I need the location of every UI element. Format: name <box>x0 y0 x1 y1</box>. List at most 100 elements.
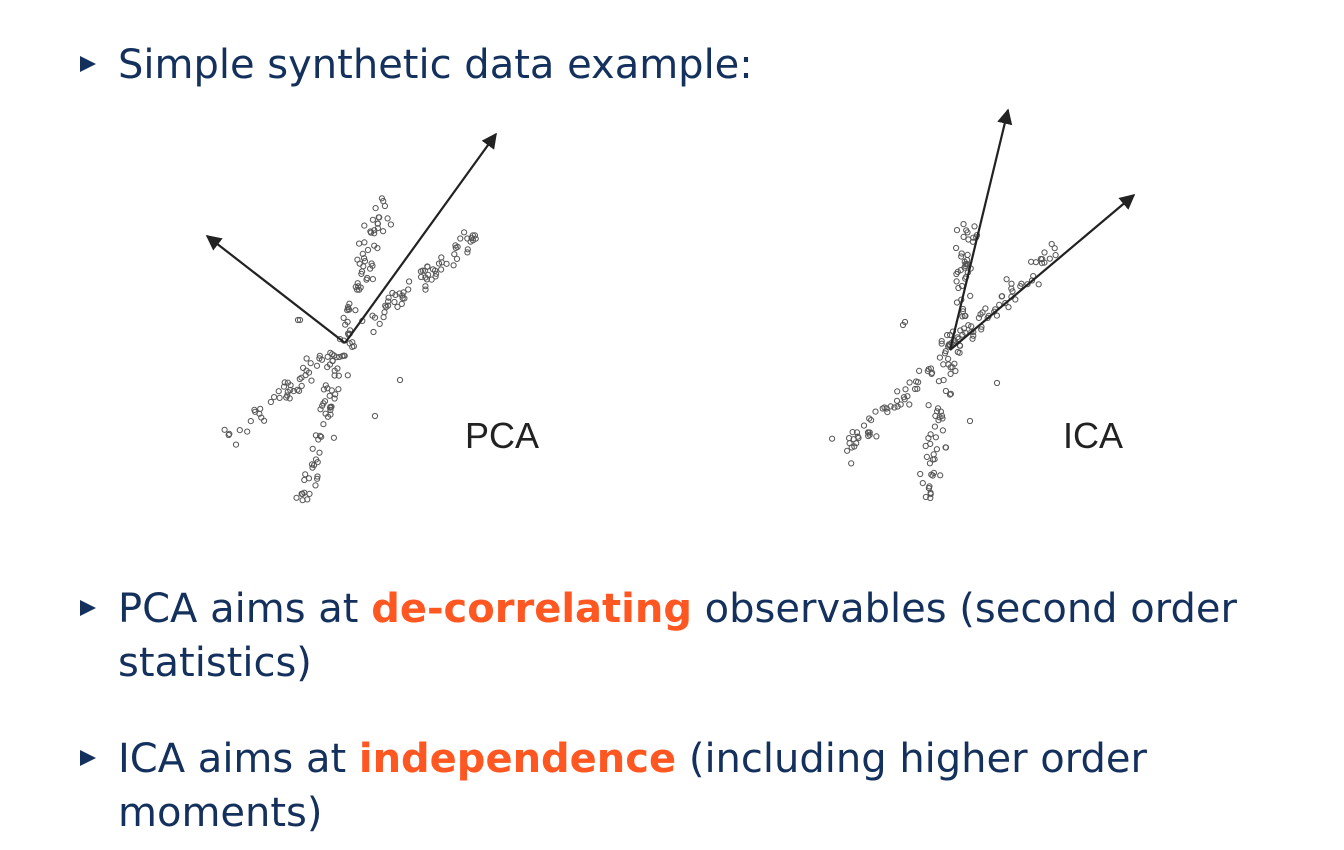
pca-point <box>329 357 336 364</box>
pca-point <box>251 406 258 413</box>
pca-point <box>317 432 324 439</box>
ica-point <box>954 268 961 275</box>
ica-point <box>860 422 868 429</box>
pca-point <box>303 355 310 362</box>
ica-label: ICA <box>1063 415 1123 456</box>
pca-point <box>296 316 304 324</box>
ica-point <box>958 253 965 260</box>
pca-point <box>350 343 357 350</box>
ica-point <box>936 414 943 421</box>
ica-point <box>1032 259 1040 266</box>
ica-point <box>947 370 954 377</box>
ica-point <box>965 322 972 329</box>
pca-point <box>301 476 308 484</box>
pca-point <box>363 276 370 283</box>
ica-point <box>979 309 986 316</box>
pca-point <box>399 292 406 299</box>
ica-point <box>944 332 951 339</box>
pca-point <box>298 382 305 389</box>
pca-point <box>380 228 387 235</box>
pca-point <box>438 254 445 261</box>
pca-point <box>286 395 293 402</box>
pca-point <box>361 239 368 246</box>
pca-point <box>354 280 361 287</box>
pca-point <box>275 388 282 395</box>
ica-point <box>953 244 960 252</box>
ica-point <box>913 378 920 385</box>
pca-point <box>381 309 388 316</box>
pca-point <box>332 391 339 398</box>
pca-point <box>385 294 392 301</box>
bullet-2-highlight: de-correlating <box>371 586 692 632</box>
ica-point <box>883 405 890 412</box>
pca-point <box>302 471 309 478</box>
ica-point <box>917 470 924 478</box>
pca-point <box>309 464 316 471</box>
pca-point <box>357 284 364 291</box>
pca-point <box>367 265 374 272</box>
ica-point <box>953 227 961 234</box>
pca-point <box>398 300 405 307</box>
pca-point <box>308 377 315 384</box>
ica-point <box>954 348 961 356</box>
pca-point <box>344 372 351 379</box>
ica-point <box>993 312 1001 319</box>
bullet-3-highlight: independence <box>358 736 677 782</box>
ica-point <box>942 444 950 451</box>
pca-point <box>432 267 439 274</box>
pca-point <box>281 379 288 386</box>
pca-point <box>438 266 445 273</box>
ica-point <box>923 453 931 460</box>
bullet-3-text: ICA aims at independence (including high… <box>118 732 1280 840</box>
pca-point <box>328 403 335 410</box>
pca-point <box>313 362 321 369</box>
ica-point <box>928 471 935 478</box>
ica-point <box>1052 252 1059 259</box>
ica-point <box>846 435 853 442</box>
ica-point <box>930 451 937 458</box>
ica-point <box>977 311 984 318</box>
pca-point <box>418 273 425 281</box>
pca-point <box>424 263 431 270</box>
pca-point <box>371 230 378 237</box>
pca-point <box>236 427 243 434</box>
pca-point <box>383 304 390 311</box>
ica-point <box>1012 296 1019 303</box>
pca-point <box>433 270 440 277</box>
ica-point <box>935 417 942 424</box>
pca-point <box>394 303 401 310</box>
pca-point <box>316 449 323 456</box>
ica-point <box>872 408 879 415</box>
pca-point <box>374 220 381 227</box>
pca-point <box>309 445 316 452</box>
pca-point <box>453 255 461 262</box>
ica-point <box>854 433 861 440</box>
pca-point <box>312 432 319 439</box>
pca-point <box>396 376 404 384</box>
pca-point <box>320 400 327 407</box>
pca-point <box>318 356 326 363</box>
pca-point <box>464 235 471 242</box>
ica-point <box>975 314 983 321</box>
bullet-3-post: (including higher order moments) <box>118 736 1147 836</box>
ica-point <box>927 365 935 372</box>
pca-point <box>327 404 334 411</box>
ica-point <box>959 313 966 320</box>
pca-point <box>261 417 268 424</box>
ica-point <box>902 386 909 393</box>
ica-point <box>1048 240 1055 248</box>
ica-point <box>935 378 943 385</box>
ica-point <box>848 444 855 451</box>
ica-point <box>966 417 974 425</box>
ica-point <box>848 460 855 467</box>
pca-point <box>280 383 288 390</box>
pca-point <box>247 418 254 425</box>
ica-point <box>906 379 913 386</box>
ica-point <box>901 318 909 326</box>
ica-point <box>893 397 901 404</box>
ica-point <box>1037 255 1045 263</box>
pca-point <box>333 354 340 361</box>
ica-point <box>939 427 947 434</box>
pca-point <box>375 214 382 221</box>
ica-point <box>865 432 872 440</box>
